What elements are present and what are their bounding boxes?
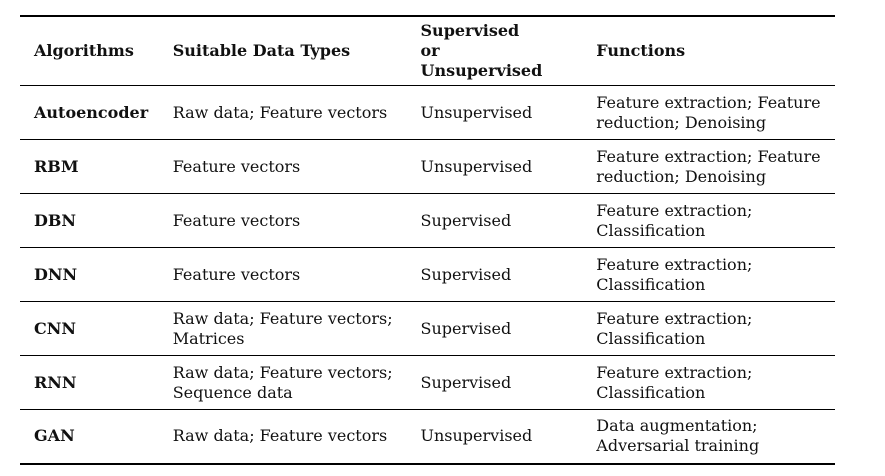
cell-supervision: Unsupervised bbox=[420, 426, 533, 446]
cell-supervision: Unsupervised bbox=[420, 156, 533, 176]
cell-supervision: Supervised bbox=[420, 318, 512, 338]
cell-functions: Feature extraction; Classification bbox=[596, 308, 753, 348]
cell-algorithm: Autoencoder bbox=[34, 102, 149, 122]
cell-functions: Feature extraction; Classification bbox=[596, 254, 753, 294]
header-supervision: Supervised or Unsupervised bbox=[420, 21, 543, 80]
table-row: GAN Raw data; Feature vectors Unsupervis… bbox=[20, 410, 835, 464]
cell-data-types: Raw data; Feature vectors bbox=[172, 426, 388, 446]
header-data-types: Suitable Data Types bbox=[172, 41, 351, 60]
cropped-caption bbox=[0, 0, 885, 6]
cell-supervision: Supervised bbox=[420, 264, 512, 284]
cell-supervision: Supervised bbox=[420, 210, 512, 230]
cell-functions: Feature extraction; Classification bbox=[596, 362, 753, 402]
table-header-row: Algorithms Suitable Data Types Supervise… bbox=[20, 16, 835, 86]
cell-algorithm: DBN bbox=[34, 210, 77, 230]
cell-data-types: Raw data; Feature vectors; Matrices bbox=[172, 308, 393, 348]
table-row: DNN Feature vectors Supervised Feature e… bbox=[20, 248, 835, 302]
cell-functions: Feature extraction; Feature reduction; D… bbox=[596, 92, 821, 132]
cell-functions: Data augmentation; Adversarial training bbox=[596, 416, 760, 456]
table-row: RNN Raw data; Feature vectors; Sequence … bbox=[20, 356, 835, 410]
cell-supervision: Unsupervised bbox=[420, 102, 533, 122]
cell-data-types: Feature vectors bbox=[172, 156, 301, 176]
cell-algorithm: RBM bbox=[34, 156, 79, 176]
cell-data-types: Raw data; Feature vectors; Sequence data bbox=[172, 362, 393, 402]
cell-data-types: Feature vectors bbox=[172, 264, 301, 284]
cell-algorithm: CNN bbox=[34, 318, 76, 338]
table-row: DBN Feature vectors Supervised Feature e… bbox=[20, 194, 835, 248]
table-row: RBM Feature vectors Unsupervised Feature… bbox=[20, 140, 835, 194]
table-row: Autoencoder Raw data; Feature vectors Un… bbox=[20, 86, 835, 140]
header-algorithms: Algorithms bbox=[34, 41, 134, 60]
cell-algorithm: RNN bbox=[34, 372, 77, 392]
cell-algorithm: GAN bbox=[34, 426, 75, 446]
algorithms-table: Algorithms Suitable Data Types Supervise… bbox=[20, 15, 835, 465]
cell-data-types: Feature vectors bbox=[172, 210, 301, 230]
cell-functions: Feature extraction; Classification bbox=[596, 200, 753, 240]
cell-data-types: Raw data; Feature vectors bbox=[172, 102, 388, 122]
cell-algorithm: DNN bbox=[34, 264, 78, 284]
cell-supervision: Supervised bbox=[420, 372, 512, 392]
header-functions: Functions bbox=[596, 41, 686, 60]
cell-functions: Feature extraction; Feature reduction; D… bbox=[596, 146, 821, 186]
table-row: CNN Raw data; Feature vectors; Matrices … bbox=[20, 302, 835, 356]
